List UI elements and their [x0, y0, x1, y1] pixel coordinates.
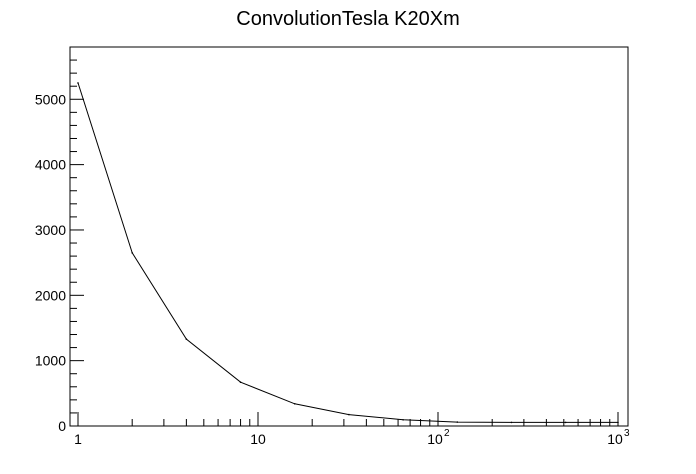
- x-tick-label-exponent: 3: [624, 428, 630, 439]
- data-point: [510, 421, 513, 424]
- data-point: [239, 381, 242, 384]
- y-tick-label: 2000: [35, 287, 66, 303]
- series-layer: [77, 82, 619, 424]
- x-tick-label: 10 2: [427, 428, 450, 447]
- chart-title: ConvolutionTesla K20Xm: [236, 8, 459, 30]
- y-tick-label: 4000: [35, 157, 66, 173]
- y-tick-label: 3000: [35, 222, 66, 238]
- x-axis: 1 10 10 2 10 3: [70, 412, 630, 447]
- x-tick-label: 1: [74, 431, 82, 447]
- data-point: [617, 421, 619, 424]
- data-point: [293, 402, 296, 405]
- x-tick-label-base: 1: [74, 431, 82, 447]
- y-tick-label: 1000: [35, 353, 66, 369]
- x-tick-label-exponent: 2: [444, 428, 450, 439]
- x-tick-label: 10: [250, 431, 266, 447]
- y-axis: 0 1000 2000 3000 4000 5000: [35, 47, 84, 434]
- x-tick-label-base: 10: [427, 431, 443, 447]
- data-point: [456, 421, 459, 423]
- y-tick-label: 5000: [35, 91, 66, 107]
- data-point: [348, 413, 350, 416]
- x-tick-label: 10 3: [607, 428, 630, 447]
- x-tick-label-base: 10: [607, 431, 623, 447]
- y-tick-label: 0: [58, 418, 66, 434]
- data-point: [131, 252, 133, 254]
- data-point: [564, 421, 567, 424]
- x-tick-label-base: 10: [250, 431, 266, 447]
- data-point: [185, 338, 188, 340]
- data-point: [77, 82, 79, 84]
- data-point: [402, 418, 404, 421]
